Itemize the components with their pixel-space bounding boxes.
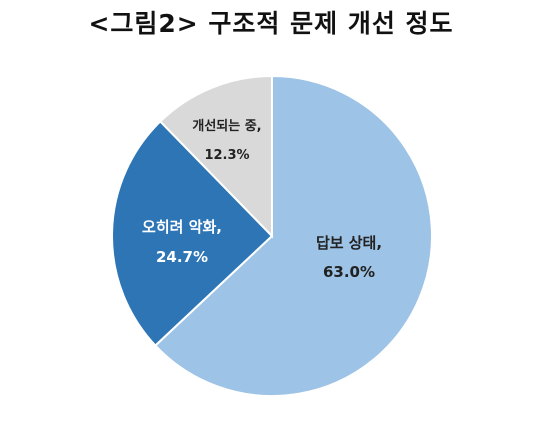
chart-title: <그림2> 구조적 문제 개선 정도 xyxy=(88,9,454,38)
pie-slice-2 xyxy=(111,120,274,347)
slice-value-2: 24.7% xyxy=(156,248,208,266)
slice-label-1: 답보 상태, xyxy=(316,234,382,252)
slice-value-1: 63.0% xyxy=(323,263,375,281)
pie-slice-3 xyxy=(158,74,273,239)
slice-label-2: 오히려 악화, xyxy=(142,218,222,236)
pie-labels: 답보 상태, 63.0% 오히려 악화, 24.7% 개선되는 중, 12.3% xyxy=(142,118,382,281)
slice-label-3: 개선되는 중, xyxy=(192,118,261,134)
slice-value-3: 12.3% xyxy=(204,148,249,163)
pie-slice-1 xyxy=(153,74,433,397)
pie-slices xyxy=(111,74,433,397)
